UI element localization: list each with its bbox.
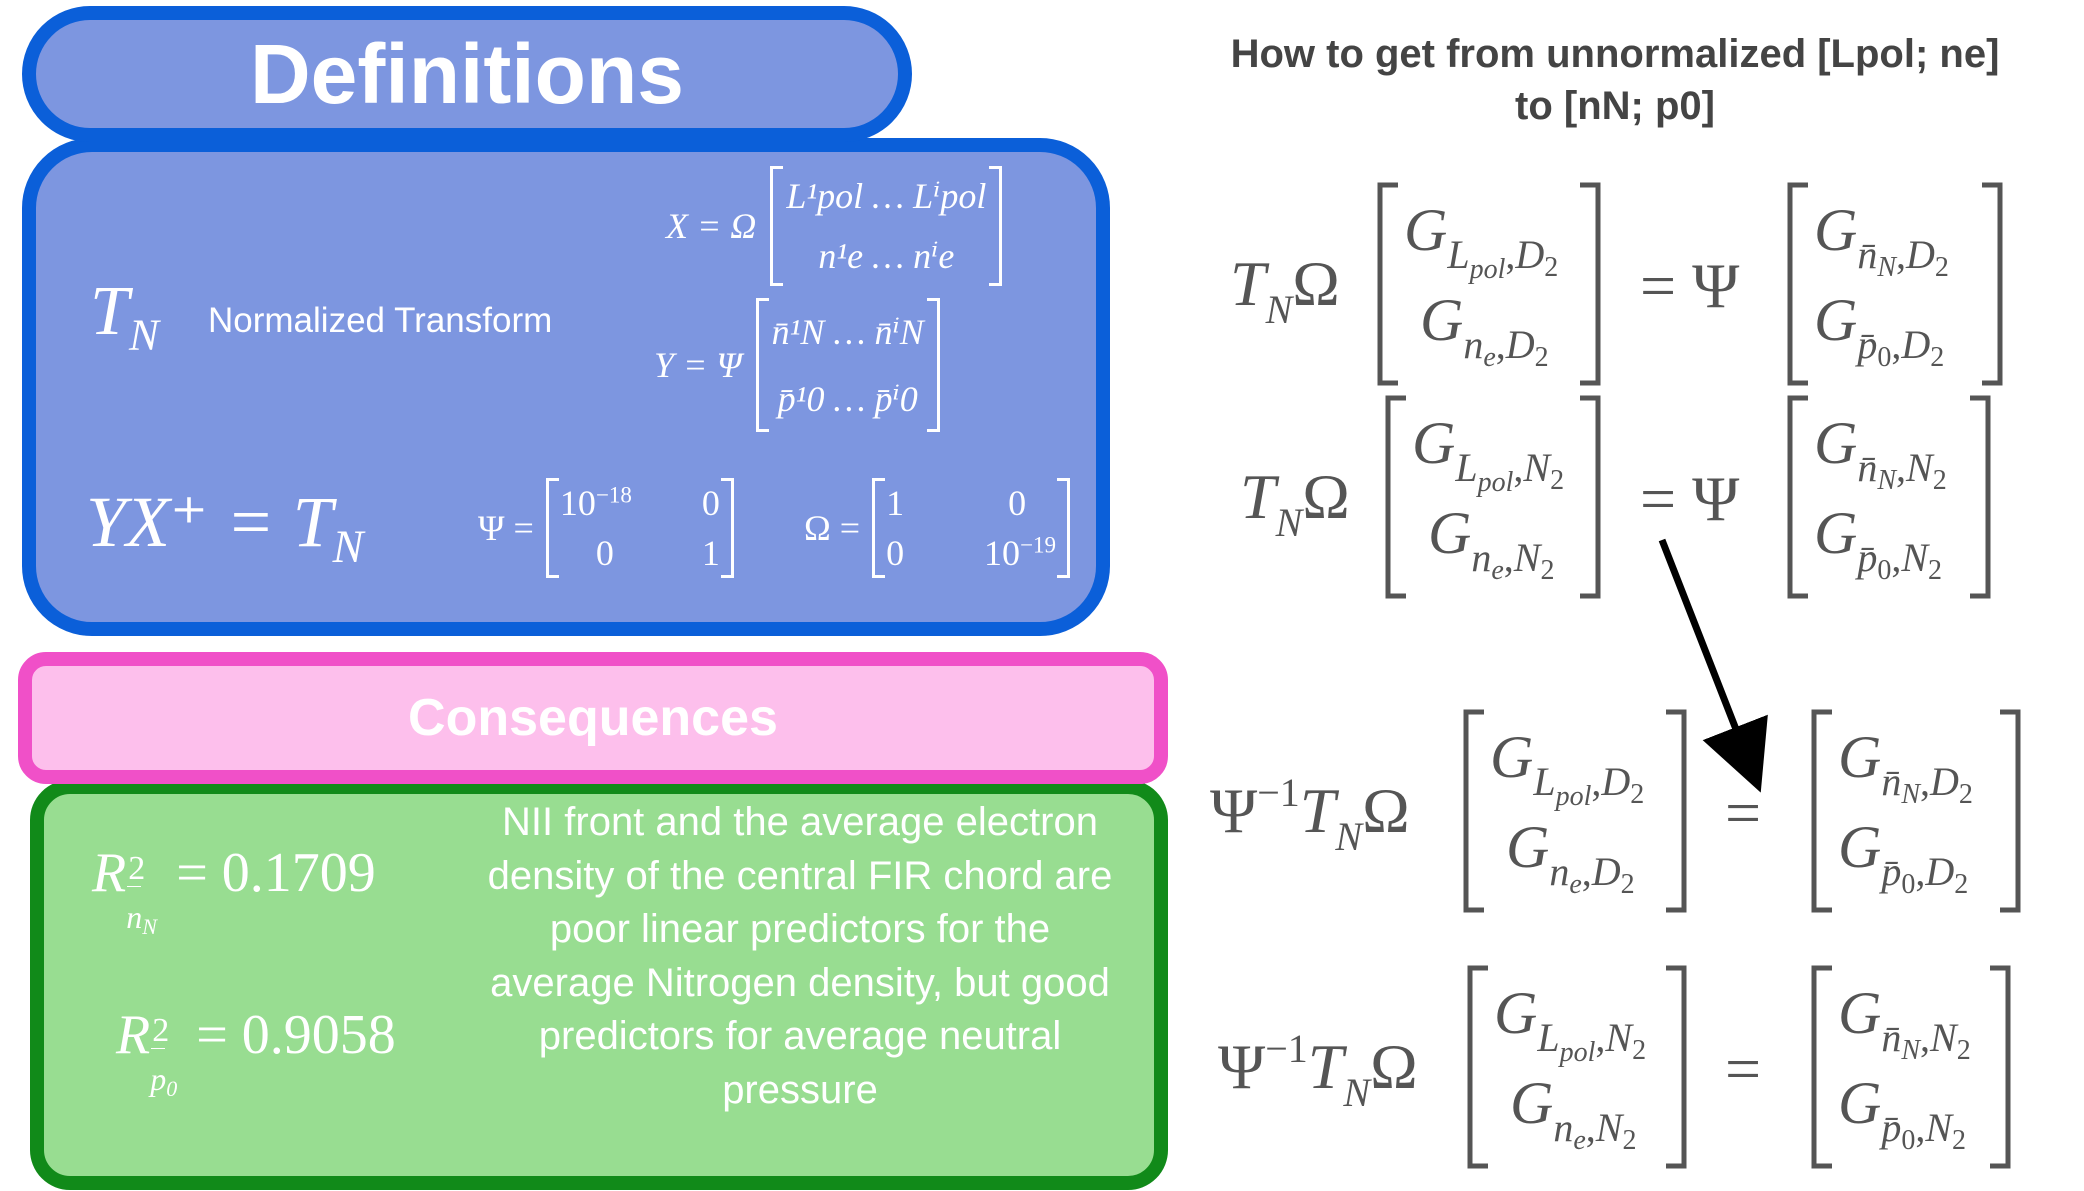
eq1-right-bracket-open bbox=[1787, 182, 1808, 386]
eq4-right-bracket-close bbox=[1990, 965, 2011, 1169]
eq4-left-bracket-open bbox=[1467, 965, 1488, 1169]
transition-arrow bbox=[1658, 538, 1768, 793]
eq1-left-bracket-close bbox=[1580, 182, 1601, 386]
r2-nN: R 2 nN = 0.1709 bbox=[92, 838, 376, 939]
definitions-title: Definitions bbox=[250, 27, 684, 121]
eq2-equals: = Ψ bbox=[1640, 463, 1740, 534]
eq2-left-bracket-open bbox=[1385, 395, 1406, 599]
right-title-line2: to [nN; p0] bbox=[1515, 84, 1715, 128]
definitions-title-tab bbox=[22, 6, 912, 142]
eq3-right-entry-top: Gn̄N,D2 bbox=[1838, 724, 1973, 810]
right-title-line1: How to get from unnormalized [Lpol; ne] bbox=[1230, 32, 2000, 76]
yx-equation: YX⁺ = TN bbox=[86, 482, 364, 573]
eq2-right-entry-bottom: Gp̄0,N2 bbox=[1814, 500, 1942, 586]
eq3-left-bracket-open bbox=[1463, 709, 1484, 913]
omega-lhs: Ω = bbox=[804, 508, 861, 548]
eq1-equals: = Ψ bbox=[1640, 250, 1740, 321]
eq2-left-bracket-close bbox=[1580, 395, 1601, 599]
right-panel-title: How to get from unnormalized [Lpol; ne] … bbox=[1150, 28, 2080, 132]
x-lhs: X = Ω bbox=[666, 206, 757, 246]
eq2-right-bracket-open bbox=[1787, 395, 1808, 599]
eq4-left-entry-top: GLpol,N2 bbox=[1494, 980, 1646, 1068]
eq3-lhs: Ψ−1TNΩ bbox=[1210, 770, 1410, 859]
eq1-right-bracket-close bbox=[1982, 182, 2003, 386]
eq3-right-bracket-close bbox=[2000, 709, 2021, 913]
eq2-right-entry-top: Gn̄N,N2 bbox=[1814, 410, 1947, 496]
eq3-equals: = bbox=[1725, 777, 1761, 848]
x-row1: L¹pol … Lⁱpol bbox=[786, 176, 987, 216]
consequences-description: NII front and the average electron densi… bbox=[487, 800, 1113, 1112]
psi-lhs: Ψ = bbox=[478, 508, 534, 548]
eq1-left-entry-top: GLpol,D2 bbox=[1404, 197, 1558, 285]
y-row2: p̄¹0 … p̄ⁱ0 bbox=[777, 378, 918, 419]
eq1-right-entry-bottom: Gp̄0,D2 bbox=[1814, 287, 1944, 373]
x-row2: n¹e … nⁱe bbox=[818, 236, 955, 276]
results-panel bbox=[30, 780, 1168, 1190]
y-row1: n̄¹N … n̄ⁱN bbox=[771, 311, 924, 352]
eq3-left-entry-top: GLpol,D2 bbox=[1490, 724, 1644, 812]
eq2-lhs: TNΩ bbox=[1240, 461, 1350, 545]
eq1-lhs: TNΩ bbox=[1230, 248, 1340, 332]
eq3-right-entry-bottom: Gp̄0,D2 bbox=[1838, 814, 1968, 900]
eq2-right-bracket-close bbox=[1970, 395, 1991, 599]
eq2-left-entry-top: GLpol,N2 bbox=[1412, 410, 1564, 498]
eq3-left-entry-bottom: Gne,D2 bbox=[1506, 814, 1635, 900]
psi-matrix: Ψ = 10−18 0 0 1 bbox=[478, 478, 734, 578]
eq4-left-entry-bottom: Gne,N2 bbox=[1510, 1070, 1636, 1156]
y-lhs: Y = Ψ bbox=[654, 345, 742, 385]
y-definition: Y = Ψ n̄¹N … n̄ⁱN p̄¹0 … p̄ⁱ0 bbox=[654, 298, 940, 432]
tn-symbol: TN bbox=[90, 273, 159, 360]
r2-p0: R 2 p0 = 0.9058 bbox=[116, 1000, 396, 1101]
omega-matrix: Ω = 1 0 0 10−19 bbox=[804, 478, 1071, 578]
consequences-banner bbox=[18, 652, 1168, 784]
eq4-right-entry-top: Gn̄N,N2 bbox=[1838, 980, 1971, 1066]
eq4-right-entry-bottom: Gp̄0,N2 bbox=[1838, 1070, 1966, 1156]
eq4-lhs: Ψ−1TNΩ bbox=[1218, 1026, 1418, 1115]
eq4-left-bracket-close bbox=[1666, 965, 1687, 1169]
eq1-left-entry-bottom: Gne,D2 bbox=[1420, 287, 1549, 373]
eq3-right-bracket-open bbox=[1811, 709, 1832, 913]
eq2-left-entry-bottom: Gne,N2 bbox=[1428, 500, 1554, 586]
consequences-title: Consequences bbox=[408, 689, 778, 747]
eq3-left-bracket-close bbox=[1666, 709, 1687, 913]
eq4-right-bracket-open bbox=[1811, 965, 1832, 1169]
x-definition: X = Ω L¹pol … Lⁱpol n¹e … nⁱe bbox=[666, 166, 1003, 286]
eq4-equals: = bbox=[1725, 1033, 1761, 1104]
definitions-panel bbox=[22, 138, 1110, 636]
tn-label: Normalized Transform bbox=[208, 301, 553, 340]
eq1-right-entry-top: Gn̄N,D2 bbox=[1814, 197, 1949, 283]
eq1-left-bracket-open bbox=[1377, 182, 1398, 386]
